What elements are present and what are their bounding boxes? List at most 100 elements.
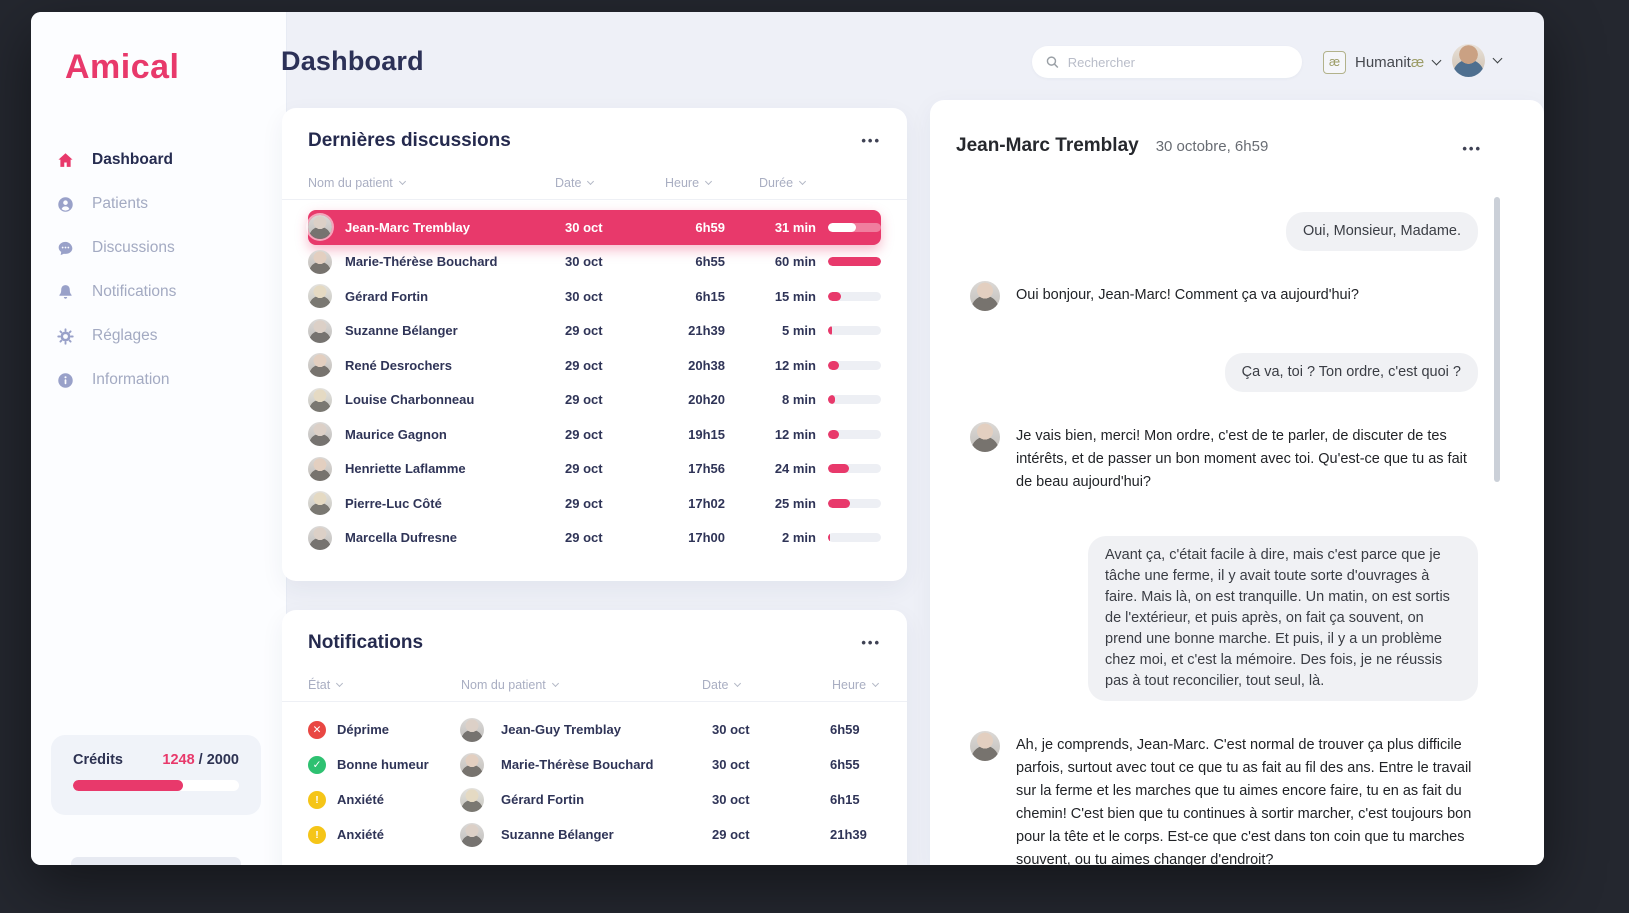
duration-bar-fill [828,498,851,508]
discussion-duration: 31 min [774,219,816,235]
credits-value: 1248 / 2000 [162,752,239,768]
duration-bar-fill [828,360,839,370]
sidebar-item[interactable]: Information [31,358,286,402]
patient-name: Jean-Guy Tremblay [501,722,621,737]
chat-header: Jean-Marc Tremblay 30 octobre, 6h59 [930,100,1544,157]
search-icon [1046,56,1059,68]
discussion-date: 30 oct [565,254,603,270]
sidebar-item[interactable]: Notifications [31,270,286,314]
discussion-date: 29 oct [565,323,603,339]
sort-date[interactable]: Date [555,176,665,190]
notification-row[interactable]: Bonne humeur Marie-Thérèse Bouchard 30 o… [308,747,881,782]
gear-icon [57,327,74,345]
discussion-row[interactable]: Gérard Fortin 30 oct 6h15 15 min [308,279,881,314]
nav-item-icon [56,239,75,258]
notification-date: 30 oct [712,757,750,772]
nav-item-label: Patients [92,195,149,212]
nav-item-label: Notifications [92,283,177,300]
patient-name: Louise Charbonneau [345,392,475,408]
divider [282,199,907,200]
sort-time[interactable]: Heure [832,678,900,692]
message-text: Oui, Monsieur, Madame. [1286,212,1478,251]
notification-time: 6h59 [830,722,860,737]
sidebar-item[interactable]: Patients [31,182,286,226]
sort-patient-name[interactable]: Nom du patient [461,678,702,692]
discussion-row[interactable]: Jean-Marc Tremblay 30 oct 6h59 31 min [308,210,881,245]
discussion-duration: 24 min [774,461,816,477]
sidebar-item[interactable]: Réglages [31,314,286,358]
duration-bar [828,222,881,232]
notification-row[interactable]: Anxiété Gérard Fortin 30 oct 6h15 [308,782,881,817]
duration-bar-fill [828,222,856,232]
nav-item-label: Discussions [92,239,175,256]
sort-date[interactable]: Date [702,678,832,692]
search-input[interactable] [1067,54,1288,70]
discussion-row[interactable]: René Desrochers 29 oct 20h38 12 min [308,348,881,383]
patient-name: Pierre-Luc Côté [345,495,442,511]
nav-item-icon [56,195,75,214]
chat-patient-name: Jean-Marc Tremblay [956,135,1139,156]
patient-avatar [460,752,484,777]
message-text: Avant ça, c'était facile à dire, mais c'… [1088,536,1478,701]
duration-bar [828,257,881,267]
discussion-time: 17h00 [688,530,725,546]
discussion-row[interactable]: Louise Charbonneau 29 oct 20h20 8 min [308,383,881,418]
sort-status[interactable]: État [308,678,461,692]
nav-item-label: Information [92,371,170,388]
sidebar: Amical Dashboard [31,12,288,865]
discussion-duration: 2 min [782,530,816,546]
discussion-date: 29 oct [565,530,603,546]
message-text: Oui bonjour, Jean-Marc! Comment ça va au… [1016,287,1359,303]
more-options-icon[interactable]: ••• [1462,141,1482,156]
discussion-row[interactable]: Marcella Dufresne 29 oct 17h00 2 min [308,521,881,556]
status-icon [308,720,326,739]
sidebar-item[interactable]: Discussions [31,226,286,270]
chat-message: Oui, Monsieur, Madame. [970,212,1478,251]
discussion-row[interactable]: Suzanne Bélanger 29 oct 21h39 5 min [308,314,881,349]
patient-name: Gérard Fortin [345,288,429,304]
chat-icon [58,241,73,255]
duration-bar-fill [828,326,833,336]
user-avatar [1452,44,1485,77]
duration-bar [828,464,881,474]
notification-row[interactable]: Anxiété Suzanne Bélanger 29 oct 21h39 [308,817,881,852]
discussion-date: 30 oct [565,219,603,235]
assistant-avatar [970,731,1000,761]
discussions-rows: Jean-Marc Tremblay 30 oct 6h59 31 min Ma… [299,210,890,555]
duration-bar [828,395,881,405]
chat-scrollbar[interactable] [1494,197,1500,482]
org-selector[interactable]: æ Humanitæ [1323,49,1442,75]
sort-patient-name[interactable]: Nom du patient [308,176,555,190]
sidebar-item[interactable]: Dashboard [31,138,288,182]
duration-bar-fill [828,291,842,301]
bell-icon [59,284,72,299]
assistant-avatar [970,422,1000,452]
sidebar-nav: Dashboard Patients [31,138,288,402]
credits-progressbar [73,780,239,791]
discussion-row[interactable]: Henriette Laflamme 29 oct 17h56 24 min [308,452,881,487]
chat-message: Ça va, toi ? Ton ordre, c'est quoi ? [970,353,1478,392]
nav-item-icon [56,327,75,346]
discussion-row[interactable]: Maurice Gagnon 29 oct 19h15 12 min [308,417,881,452]
discussion-duration: 15 min [774,288,816,304]
nav-item-icon [56,151,75,170]
duration-bar [828,533,881,543]
more-options-icon[interactable]: ••• [861,635,881,650]
discussion-time: 20h38 [688,357,725,373]
sort-duration[interactable]: Durée [759,176,829,190]
patient-name: Marie-Thérèse Bouchard [345,254,498,270]
sort-time[interactable]: Heure [665,176,759,190]
discussion-date: 29 oct [565,392,603,408]
notifications-column-headers: État Nom du patient Date Heure [282,678,907,692]
discussion-row[interactable]: Pierre-Luc Côté 29 oct 17h02 25 min [308,486,881,521]
app-window: Amical Dashboard [31,12,1544,865]
patient-avatar [308,249,332,274]
notification-row[interactable]: Déprime Jean-Guy Tremblay 30 oct 6h59 [308,712,881,747]
patient-name: Henriette Laflamme [345,461,466,477]
user-menu[interactable] [1452,44,1503,77]
discussion-row[interactable]: Marie-Thérèse Bouchard 30 oct 6h55 60 mi… [308,245,881,280]
more-options-icon[interactable]: ••• [861,133,881,148]
discussion-duration: 5 min [782,323,816,339]
patient-avatar [308,525,332,550]
search-box[interactable] [1032,46,1302,78]
